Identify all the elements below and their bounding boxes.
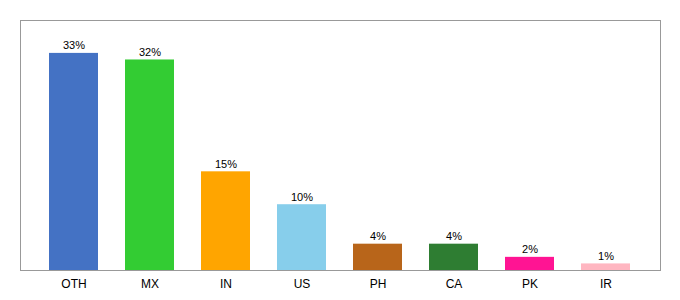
svg-text:4%: 4%	[446, 230, 462, 242]
svg-text:15%: 15%	[215, 158, 237, 170]
svg-text:MX: MX	[141, 277, 159, 291]
svg-text:4%: 4%	[370, 230, 386, 242]
svg-text:US: US	[294, 277, 311, 291]
svg-text:CA: CA	[446, 277, 463, 291]
svg-text:32%: 32%	[139, 46, 161, 58]
svg-text:2%: 2%	[522, 243, 538, 255]
svg-text:PH: PH	[370, 277, 387, 291]
svg-text:10%: 10%	[291, 191, 313, 203]
svg-text:33%: 33%	[63, 39, 85, 51]
svg-text:IR: IR	[600, 277, 612, 291]
svg-text:IN: IN	[220, 277, 232, 291]
svg-text:PK: PK	[522, 277, 538, 291]
svg-text:1%: 1%	[598, 250, 614, 262]
svg-text:OTH: OTH	[61, 277, 86, 291]
